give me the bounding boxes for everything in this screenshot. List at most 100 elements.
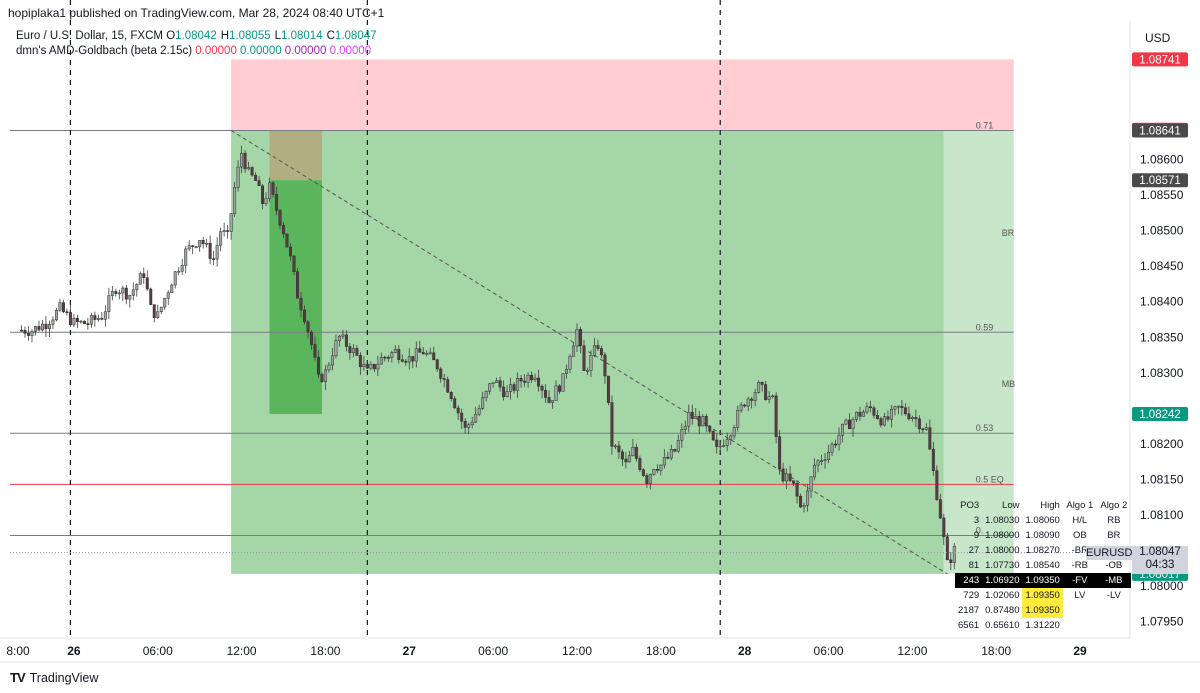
candle-body[interactable]: [163, 298, 167, 308]
price-axis-tick[interactable]: 1.08450: [1140, 259, 1184, 273]
candle-body[interactable]: [334, 340, 338, 357]
price-axis-tick[interactable]: 1.08400: [1140, 295, 1184, 309]
candle-body[interactable]: [743, 404, 747, 407]
candle-body[interactable]: [645, 475, 649, 484]
candle-body[interactable]: [767, 396, 771, 400]
candle-body[interactable]: [753, 392, 757, 401]
candle-body[interactable]: [739, 404, 743, 411]
candle-body[interactable]: [659, 464, 663, 471]
time-axis[interactable]: 8:00 26 06:00 12:00 18:00 27 06:00 12:00 18:00 28…: [0, 638, 1130, 662]
indicator-legend[interactable]: dmn's AMD-Goldbach (beta 2.15c) 0.00000 …: [16, 45, 371, 57]
candle-body[interactable]: [585, 370, 589, 372]
candle-body[interactable]: [421, 352, 425, 355]
candle-body[interactable]: [138, 273, 142, 285]
candle-body[interactable]: [442, 378, 446, 380]
candle-body[interactable]: [715, 439, 719, 447]
candle-body[interactable]: [372, 364, 376, 370]
candle-body[interactable]: [428, 352, 432, 355]
time-axis-tick[interactable]: 12:00: [226, 644, 257, 658]
candle-body[interactable]: [96, 318, 100, 320]
candle-body[interactable]: [942, 517, 946, 538]
candle-body[interactable]: [572, 345, 575, 357]
candle-body[interactable]: [250, 167, 254, 176]
price-axis-tick[interactable]: 1.08150: [1140, 472, 1184, 486]
candle-body[interactable]: [166, 292, 170, 299]
candle-body[interactable]: [131, 289, 135, 296]
candle-body[interactable]: [673, 449, 677, 452]
candle-body[interactable]: [37, 326, 41, 331]
candle-body[interactable]: [292, 255, 296, 272]
candle-body[interactable]: [711, 431, 715, 441]
candle-body[interactable]: [582, 345, 586, 371]
candle-body[interactable]: [547, 397, 551, 403]
candle-body[interactable]: [617, 445, 621, 453]
candle-body[interactable]: [23, 330, 27, 334]
candle-body[interactable]: [362, 363, 366, 367]
candle-body[interactable]: [855, 411, 858, 420]
candle-body[interactable]: [306, 321, 310, 333]
candle-body[interactable]: [379, 356, 383, 365]
candle-body[interactable]: [27, 333, 30, 336]
candle-body[interactable]: [51, 319, 55, 325]
candle-body[interactable]: [226, 230, 230, 232]
candle-body[interactable]: [254, 174, 258, 181]
candle-body[interactable]: [397, 349, 401, 360]
candle-body[interactable]: [481, 397, 485, 409]
candle-body[interactable]: [823, 459, 827, 461]
candle-body[interactable]: [61, 302, 65, 313]
candle-body[interactable]: [86, 323, 90, 325]
candle-body[interactable]: [313, 344, 317, 358]
candle-body[interactable]: [606, 375, 610, 403]
candle-body[interactable]: [795, 483, 799, 497]
candle-body[interactable]: [778, 436, 782, 470]
candle-body[interactable]: [505, 391, 509, 397]
candle-body[interactable]: [701, 416, 705, 427]
candle-body[interactable]: [330, 355, 334, 366]
price-axis-tick[interactable]: 1.08100: [1140, 508, 1184, 522]
candle-body[interactable]: [760, 381, 764, 385]
candle-body[interactable]: [662, 457, 666, 466]
candle-body[interactable]: [135, 284, 139, 291]
candle-body[interactable]: [89, 315, 93, 325]
candle-body[interactable]: [358, 355, 362, 367]
candle-body[interactable]: [114, 291, 118, 294]
candle-body[interactable]: [512, 384, 516, 391]
candle-body[interactable]: [309, 331, 313, 345]
candle-body[interactable]: [603, 354, 607, 377]
candle-body[interactable]: [460, 412, 464, 422]
candle-body[interactable]: [687, 411, 691, 427]
candle-body[interactable]: [103, 311, 107, 320]
candle-body[interactable]: [802, 505, 806, 508]
candle-body[interactable]: [704, 416, 708, 427]
candle-body[interactable]: [240, 152, 244, 168]
candle-body[interactable]: [257, 180, 261, 186]
candle-body[interactable]: [110, 291, 114, 296]
candle-body[interactable]: [736, 410, 740, 428]
candle-body[interactable]: [198, 240, 202, 247]
candle-body[interactable]: [757, 381, 761, 393]
candle-body[interactable]: [117, 292, 121, 295]
candle-body[interactable]: [666, 457, 670, 459]
candle-body[interactable]: [638, 458, 642, 470]
candle-body[interactable]: [732, 427, 736, 437]
candle-body[interactable]: [407, 356, 411, 363]
candle-body[interactable]: [418, 348, 422, 353]
candle-body[interactable]: [907, 413, 911, 420]
candle-body[interactable]: [813, 464, 817, 478]
candle-body[interactable]: [537, 377, 541, 387]
candle-body[interactable]: [369, 364, 373, 369]
candle-body[interactable]: [337, 335, 341, 341]
candle-body[interactable]: [844, 419, 848, 425]
candle-body[interactable]: [268, 182, 272, 199]
candle-body[interactable]: [589, 355, 593, 371]
candle-body[interactable]: [365, 363, 369, 369]
price-axis-tick[interactable]: 1.08350: [1140, 330, 1184, 344]
candle-body[interactable]: [54, 309, 58, 321]
candle-body[interactable]: [945, 536, 949, 561]
candle-body[interactable]: [697, 416, 701, 427]
candle-body[interactable]: [142, 273, 146, 278]
candle-body[interactable]: [208, 242, 212, 259]
candle-body[interactable]: [376, 363, 380, 370]
candle-body[interactable]: [491, 382, 495, 384]
candle-body[interactable]: [540, 386, 544, 391]
